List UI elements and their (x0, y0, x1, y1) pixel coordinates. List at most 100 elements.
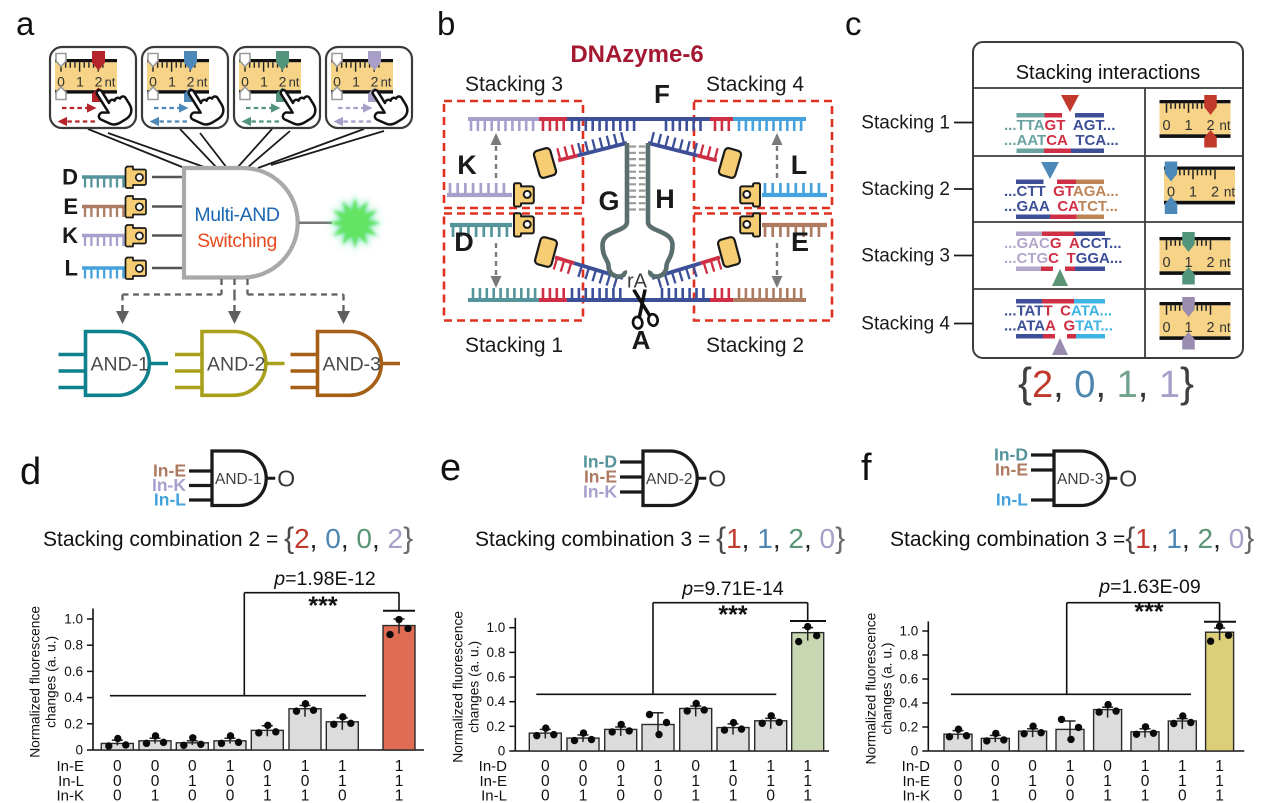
svg-text:1: 1 (1141, 788, 1150, 803)
svg-text:2: 2 (1206, 320, 1214, 336)
svg-text:1: 1 (1178, 758, 1187, 775)
svg-text:AND-3: AND-3 (1057, 471, 1104, 488)
svg-text:0: 0 (729, 773, 738, 790)
svg-text:1: 1 (1066, 758, 1075, 775)
svg-text:In-E: In-E (995, 460, 1028, 480)
svg-text:nt: nt (1219, 255, 1231, 270)
svg-text:0: 0 (113, 758, 122, 775)
svg-text:0: 0 (301, 773, 310, 790)
svg-text:1: 1 (260, 74, 268, 90)
svg-text:Stacking 4: Stacking 4 (861, 314, 950, 335)
svg-text:Normalized fluorescence: Normalized fluorescence (451, 611, 466, 763)
svg-text:0.2: 0.2 (900, 720, 919, 735)
svg-text:1: 1 (352, 74, 360, 90)
svg-text:0: 0 (654, 773, 663, 790)
svg-text:Stacking combination 3 ={1, 1,: Stacking combination 3 ={1, 1, 2, 0} (890, 522, 1254, 555)
svg-text:0: 0 (654, 788, 663, 803)
svg-text:...TTAGT AGT...: ...TTAGT AGT... (1004, 117, 1115, 134)
svg-text:0: 0 (954, 788, 963, 803)
svg-text:0: 0 (1178, 788, 1187, 803)
svg-text:1: 1 (803, 758, 812, 775)
svg-text:2: 2 (1211, 185, 1219, 201)
svg-text:1: 1 (1184, 320, 1192, 336)
svg-text:Stacking 4: Stacking 4 (706, 73, 804, 96)
svg-text:In-D: In-D (479, 758, 508, 775)
svg-text:...GAA CATCT...: ...GAA CATCT... (1004, 198, 1118, 215)
svg-text:0: 0 (1162, 118, 1170, 134)
svg-text:In-L: In-L (996, 490, 1028, 510)
svg-text:1: 1 (1189, 185, 1197, 201)
svg-text:1: 1 (766, 773, 775, 790)
svg-text:In-E: In-E (584, 467, 617, 487)
svg-text:0: 0 (1066, 788, 1075, 803)
svg-text:0: 0 (541, 773, 550, 790)
svg-text:0: 0 (541, 758, 550, 775)
svg-text:0: 0 (226, 773, 235, 790)
svg-text:...TATT CATA...: ...TATT CATA... (1004, 303, 1112, 320)
svg-text:F: F (654, 79, 670, 109)
svg-text:changes (a. u.): changes (a. u.) (467, 641, 482, 733)
svg-text:Normalized fluorescence: Normalized fluorescence (28, 606, 43, 758)
svg-text:D: D (62, 165, 78, 190)
svg-text:2: 2 (187, 74, 195, 90)
svg-text:1: 1 (1103, 773, 1112, 790)
svg-text:p=9.71E-14: p=9.71E-14 (681, 578, 784, 600)
svg-text:0: 0 (188, 758, 197, 775)
svg-text:1: 1 (691, 773, 700, 790)
svg-text:Stacking combination 3 = {1, 1: Stacking combination 3 = {1, 1, 2, 0} (475, 522, 845, 555)
svg-text:0: 0 (616, 788, 625, 803)
svg-text:0: 0 (691, 758, 700, 775)
svg-text:2: 2 (1206, 118, 1214, 134)
svg-text:0: 0 (541, 788, 550, 803)
svg-text:0: 0 (226, 788, 235, 803)
svg-text:AND-2: AND-2 (207, 354, 266, 376)
svg-text:In-E: In-E (153, 461, 186, 481)
svg-text:changes (a. u.): changes (a. u.) (44, 636, 59, 728)
svg-text:0: 0 (1028, 788, 1037, 803)
svg-text:a: a (16, 5, 35, 42)
svg-text:e: e (440, 447, 461, 489)
svg-text:O: O (1119, 465, 1137, 491)
svg-text:...GACG ACCT...: ...GACG ACCT... (1004, 235, 1122, 252)
svg-text:1: 1 (729, 788, 738, 803)
svg-text:G: G (598, 186, 619, 216)
svg-text:0.8: 0.8 (64, 638, 83, 653)
svg-text:1: 1 (766, 758, 775, 775)
svg-text:DNAzyme-6: DNAzyme-6 (570, 41, 703, 68)
svg-text:In-L: In-L (58, 773, 84, 790)
svg-text:0: 0 (616, 758, 625, 775)
svg-text:1: 1 (1215, 773, 1224, 790)
svg-text:0: 0 (579, 773, 588, 790)
svg-text:1: 1 (395, 773, 404, 790)
svg-text:0: 0 (911, 744, 919, 759)
svg-text:rA: rA (627, 271, 648, 293)
svg-text:***: *** (1134, 598, 1163, 626)
svg-text:0: 0 (1162, 255, 1170, 271)
svg-text:Stacking 3: Stacking 3 (465, 73, 563, 96)
svg-text:0: 0 (954, 758, 963, 775)
svg-text:0.8: 0.8 (900, 648, 919, 663)
svg-text:0.6: 0.6 (487, 670, 506, 685)
svg-text:c: c (845, 5, 862, 42)
svg-text:2: 2 (371, 74, 379, 90)
svg-text:0: 0 (149, 74, 157, 90)
svg-text:1: 1 (338, 773, 347, 790)
svg-text:1: 1 (1215, 758, 1224, 775)
svg-text:0: 0 (954, 773, 963, 790)
svg-text:In-E: In-E (56, 758, 84, 775)
svg-text:1: 1 (338, 758, 347, 775)
svg-text:0: 0 (1167, 185, 1175, 201)
svg-text:In-E: In-E (479, 773, 507, 790)
svg-text:0: 0 (338, 788, 347, 803)
svg-text:0: 0 (151, 773, 160, 790)
svg-text:AND-2: AND-2 (646, 471, 693, 488)
svg-text:O: O (708, 465, 726, 491)
svg-text:A: A (632, 325, 651, 355)
svg-text:In-K: In-K (152, 475, 186, 495)
svg-text:AND-3: AND-3 (323, 354, 382, 376)
svg-text:nt: nt (1219, 320, 1231, 335)
svg-text:1.0: 1.0 (900, 624, 919, 639)
svg-text:0: 0 (241, 74, 249, 90)
svg-text:Stacking 2: Stacking 2 (861, 179, 950, 200)
svg-text:In-K: In-K (583, 482, 617, 502)
